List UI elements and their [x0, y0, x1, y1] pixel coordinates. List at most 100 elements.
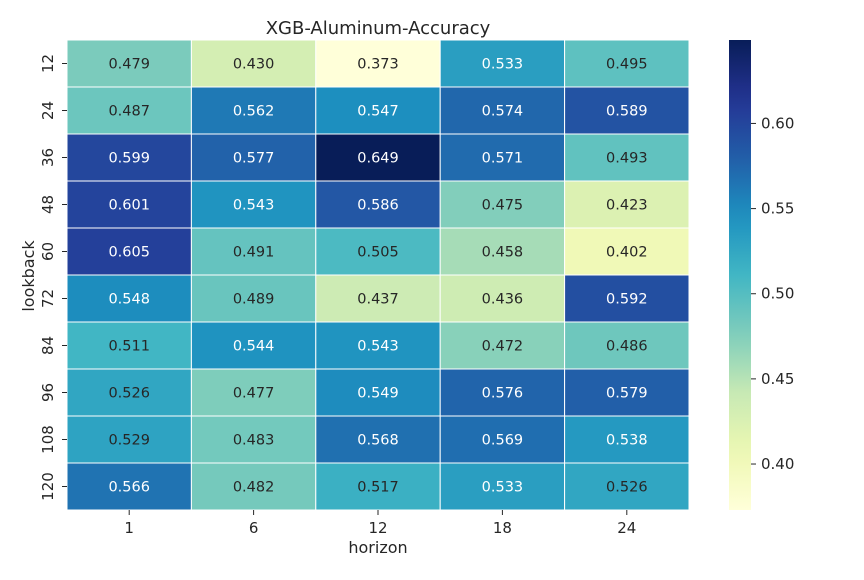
y-tick-label: 48 — [39, 195, 57, 214]
cell-value-label: 0.402 — [606, 245, 648, 261]
cell-value-label: 0.543 — [233, 198, 275, 214]
heatmap-cell — [564, 368, 690, 417]
colorbar-ticks: 0.40 0.45 0.50 0.55 0.60 — [751, 114, 794, 473]
x-axis-ticks: 1 6 12 18 24 — [124, 510, 636, 537]
cell-value-label: 0.511 — [108, 339, 150, 355]
cell-value-label: 0.601 — [108, 198, 150, 214]
cell-value-label: 0.605 — [108, 245, 150, 261]
heatmap-cells — [66, 39, 690, 511]
x-tick-label: 12 — [368, 519, 387, 537]
heatmap-cell — [439, 133, 566, 182]
heatmap-cell — [66, 39, 192, 88]
heatmap-cell — [315, 462, 441, 511]
cell-value-label: 0.477 — [233, 386, 275, 402]
cell-value-label: 0.495 — [606, 57, 648, 73]
heatmap-cell — [190, 274, 317, 323]
heatmap-cell — [564, 86, 690, 135]
y-tick-label: 84 — [39, 336, 57, 355]
y-tick-label: 12 — [39, 54, 57, 73]
cell-value-label: 0.543 — [357, 339, 399, 355]
heatmap-cell — [66, 86, 192, 135]
cell-value-label: 0.599 — [108, 151, 150, 167]
cell-value-label: 0.589 — [606, 104, 648, 120]
heatmap-cell — [190, 180, 317, 229]
cell-value-label: 0.482 — [233, 480, 275, 496]
cell-value-label: 0.436 — [482, 292, 524, 308]
colorbar-tick-label: 0.40 — [761, 455, 794, 473]
cell-value-label: 0.491 — [233, 245, 275, 261]
cell-value-label: 0.479 — [108, 57, 150, 73]
cell-value-label: 0.430 — [233, 57, 275, 73]
colorbar-tick-label: 0.60 — [761, 114, 794, 132]
cell-value-label: 0.483 — [233, 433, 275, 449]
y-axis-ticks: 12 24 36 48 60 72 84 96 108 120 — [39, 54, 67, 501]
cell-value-label: 0.437 — [357, 292, 399, 308]
y-tick-label: 120 — [39, 472, 57, 501]
heatmap-cell — [564, 227, 690, 276]
cell-value-label: 0.649 — [357, 151, 399, 167]
y-axis-label: lookback — [19, 240, 38, 312]
cell-value-label: 0.579 — [606, 386, 648, 402]
cell-value-label: 0.577 — [233, 151, 275, 167]
cell-value-label: 0.493 — [606, 151, 648, 167]
heatmap-cell — [315, 227, 441, 276]
heatmap-cell — [439, 39, 566, 88]
colorbar-tick-label: 0.55 — [761, 200, 794, 218]
cell-value-label: 0.544 — [233, 339, 275, 355]
heatmap-cell — [564, 462, 690, 511]
cell-value-label: 0.566 — [108, 480, 150, 496]
heatmap-cell — [315, 368, 441, 417]
cell-value-label: 0.475 — [482, 198, 524, 214]
y-tick-label: 24 — [39, 101, 57, 120]
heatmap-cell — [315, 39, 441, 88]
cell-value-label: 0.373 — [357, 57, 399, 73]
colorbar — [729, 40, 751, 510]
heatmap-cell — [190, 39, 317, 88]
heatmap-cell — [564, 133, 690, 182]
x-axis-label: horizon — [348, 538, 407, 557]
cell-value-label: 0.529 — [108, 433, 150, 449]
heatmap-cell — [190, 415, 317, 464]
cell-value-label: 0.487 — [108, 104, 150, 120]
heatmap-cell — [66, 462, 192, 511]
cell-value-label: 0.472 — [482, 339, 524, 355]
cell-value-label: 0.538 — [606, 433, 648, 449]
cell-value-label: 0.505 — [357, 245, 399, 261]
cell-value-label: 0.547 — [357, 104, 399, 120]
heatmap-cell — [66, 227, 192, 276]
heatmap-cell — [439, 368, 566, 417]
heatmap-cell — [315, 86, 441, 135]
y-tick-label: 72 — [39, 289, 57, 308]
cell-value-label: 0.568 — [357, 433, 399, 449]
cell-value-label: 0.576 — [482, 386, 524, 402]
cell-value-label: 0.548 — [108, 292, 150, 308]
cell-value-label: 0.562 — [233, 104, 275, 120]
heatmap-cell — [564, 274, 690, 323]
x-tick-label: 24 — [617, 519, 636, 537]
heatmap-cell — [564, 180, 690, 229]
heatmap-cell — [66, 321, 192, 370]
cell-value-label: 0.574 — [482, 104, 524, 120]
heatmap-cell-labels: 0.479 0.430 0.373 0.533 0.495 0.487 0.562 0.547… — [108, 57, 647, 496]
heatmap-cell — [564, 415, 690, 464]
cell-value-label: 0.569 — [482, 433, 524, 449]
heatmap-cell — [190, 462, 317, 511]
cell-value-label: 0.489 — [233, 292, 275, 308]
heatmap-cell — [315, 274, 441, 323]
cell-value-label: 0.549 — [357, 386, 399, 402]
cell-value-label: 0.526 — [108, 386, 150, 402]
colorbar-tick-label: 0.45 — [761, 370, 794, 388]
x-tick-label: 1 — [124, 519, 134, 537]
x-tick-label: 18 — [493, 519, 512, 537]
y-tick-label: 108 — [39, 425, 57, 454]
cell-value-label: 0.586 — [357, 198, 399, 214]
cell-value-label: 0.526 — [606, 480, 648, 496]
y-tick-label: 96 — [39, 383, 57, 402]
cell-value-label: 0.533 — [482, 57, 524, 73]
cell-value-label: 0.458 — [482, 245, 524, 261]
cell-value-label: 0.571 — [482, 151, 524, 167]
colorbar-tick-label: 0.50 — [761, 285, 794, 303]
heatmap-cell — [315, 415, 441, 464]
